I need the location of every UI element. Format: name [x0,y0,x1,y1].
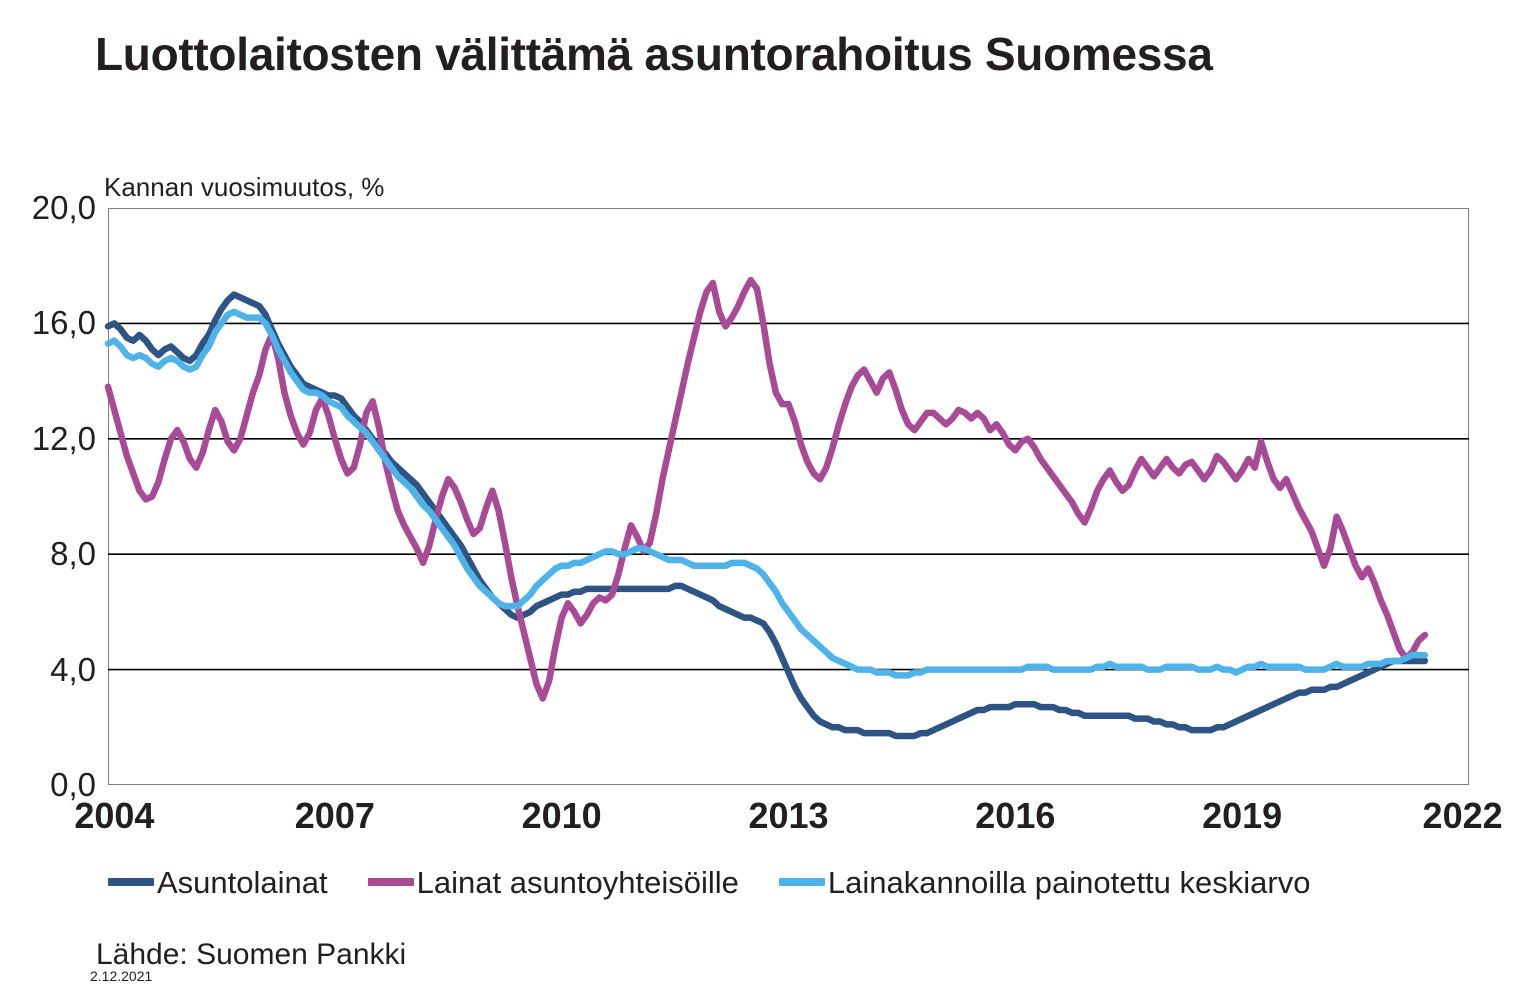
x-axis-tick-label: 2013 [748,795,829,836]
y-axis-tick-label: 12,0 [31,419,96,457]
source-label: Lähde: Suomen Pankki [96,938,407,971]
legend-swatch-icon [778,878,825,886]
x-axis-tick-label: 2016 [975,795,1056,836]
y-axis-tick-label: 16,0 [31,304,96,342]
x-axis: 2004 2007 2010 2013 2016 2019 2022 [74,795,1502,841]
x-axis-tick-label: 2004 [74,795,155,836]
x-axis-tick-label: 2019 [1202,795,1283,836]
chart-title: Luottolaitosten välittämä asuntorahoitus… [95,28,1213,80]
legend-swatch-icon [367,878,414,886]
date-label: 2.12.2021 [90,968,153,984]
y-axis-tick-label: 0,0 [50,766,96,803]
x-axis-tick-label: 2022 [1422,795,1503,836]
chart-legend: Asuntolainat Lainat asuntoyhteisöille Lain… [108,862,1498,902]
y-axis-tick-label: 4,0 [50,650,96,688]
legend-label: Lainakannoilla painotettu keskiarvo [827,864,1311,900]
legend-label: Lainat asuntoyhteisöille [416,864,739,900]
y-axis-tick-label: 20,0 [31,189,96,226]
x-axis-tick-label: 2007 [294,795,375,836]
y-axis-tick-label: 8,0 [50,535,96,573]
y-axis: 0,0 4,0 8,0 12,0 16,0 20,0 [0,189,96,803]
legend-label: Asuntolainat [157,864,328,900]
legend-item[interactable]: Lainat asuntoyhteisöille [367,864,739,900]
legend-item[interactable]: Lainakannoilla painotettu keskiarvo [778,864,1311,900]
legend-swatch-icon [108,878,154,886]
chart-subtitle: Kannan vuosimuutos, % [104,172,385,202]
x-axis-tick-label: 2010 [521,795,602,836]
plot-area [108,208,1469,785]
legend-item[interactable]: Asuntolainat [108,867,328,898]
